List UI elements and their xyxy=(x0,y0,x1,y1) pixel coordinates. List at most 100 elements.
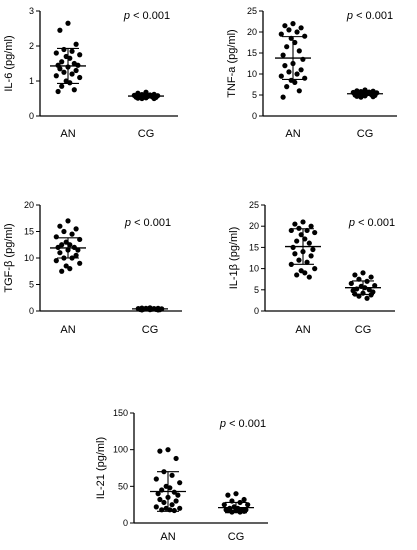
data-point xyxy=(61,69,67,75)
y-tick-label: 0 xyxy=(254,306,259,316)
data-point xyxy=(282,63,288,69)
data-point xyxy=(169,472,175,478)
data-point xyxy=(69,71,75,77)
data-point xyxy=(294,238,300,244)
data-point xyxy=(59,242,65,248)
data-point xyxy=(157,496,163,503)
series-cg xyxy=(347,87,383,100)
y-tick-label: 25 xyxy=(249,200,259,210)
data-point xyxy=(352,272,358,278)
data-point xyxy=(155,491,161,497)
data-point xyxy=(302,75,308,81)
data-point xyxy=(284,84,290,90)
data-point xyxy=(73,67,79,74)
category-label-cg: CG xyxy=(138,128,155,140)
data-point xyxy=(300,219,306,225)
data-point xyxy=(77,260,83,266)
p-symbol: p xyxy=(123,10,130,22)
data-point xyxy=(53,50,59,56)
data-point xyxy=(278,31,284,37)
data-point xyxy=(294,71,300,77)
data-point xyxy=(73,41,79,47)
data-point xyxy=(221,502,227,508)
data-point xyxy=(175,492,181,498)
p-value-annotation: p < 0.001 xyxy=(219,418,266,430)
y-tick-label: 20 xyxy=(247,27,257,37)
data-point xyxy=(284,44,290,50)
data-point xyxy=(77,74,83,81)
data-point xyxy=(278,73,284,79)
data-point xyxy=(225,492,231,498)
data-point xyxy=(75,62,81,68)
y-tick-label: 5 xyxy=(254,285,259,295)
data-point xyxy=(65,218,71,224)
y-tick-label: 100 xyxy=(113,445,128,455)
il21-panel: 0 50 100 150 IL-21 (pg/ml) AN CG p < 0.001 xyxy=(95,408,268,543)
data-point xyxy=(173,498,179,504)
data-point xyxy=(310,246,316,253)
y-tick-label: 20 xyxy=(249,221,259,231)
data-point xyxy=(57,223,63,229)
data-point xyxy=(169,502,175,508)
y-tick-label: 10 xyxy=(24,253,34,263)
y-tick-label: 20 xyxy=(24,200,34,210)
data-point xyxy=(370,94,376,100)
y-tick-label: 15 xyxy=(247,48,257,58)
series-an xyxy=(275,21,311,100)
data-point xyxy=(288,261,294,267)
data-point xyxy=(57,250,63,256)
data-point xyxy=(71,87,77,93)
data-point xyxy=(173,455,179,462)
data-point xyxy=(69,48,75,54)
data-point xyxy=(290,244,296,250)
series-cg xyxy=(345,270,381,301)
data-point xyxy=(225,507,231,514)
p-threshold: < 0.001 xyxy=(226,418,266,430)
p-value-annotation: p < 0.001 xyxy=(124,217,171,229)
p-value-annotation: p < 0.001 xyxy=(346,10,393,22)
y-tick-label: 10 xyxy=(247,69,257,79)
data-point xyxy=(55,88,61,95)
category-label-an: AN xyxy=(285,128,300,140)
data-point xyxy=(237,509,243,515)
data-point xyxy=(61,46,67,53)
y-axis-label: TNF-a (pg/ml) xyxy=(226,29,238,97)
data-point xyxy=(57,66,63,72)
data-point xyxy=(304,259,310,265)
tnfa-panel: 0 5 10 15 20 25 TNF-a (pg/ml) AN CG p < 0.001 xyxy=(226,6,397,140)
data-point xyxy=(153,504,159,510)
p-value-annotation: p < 0.001 xyxy=(123,10,170,22)
data-point xyxy=(57,27,63,33)
category-label-an: AN xyxy=(160,531,175,543)
data-point xyxy=(245,502,251,508)
data-point xyxy=(364,295,370,301)
data-point xyxy=(59,59,65,65)
y-tick-label: 3 xyxy=(29,6,34,16)
data-point xyxy=(348,280,354,287)
p-symbol: p xyxy=(219,418,226,430)
y-tick-label: 0 xyxy=(123,518,128,528)
category-label-an: AN xyxy=(60,324,75,336)
data-point xyxy=(298,25,304,31)
data-point xyxy=(61,228,67,235)
data-point xyxy=(177,480,183,486)
series-cg xyxy=(128,89,164,102)
y-tick-label: 15 xyxy=(24,227,34,237)
data-point xyxy=(67,266,73,272)
series-an xyxy=(285,219,321,280)
y-tick-label: 5 xyxy=(29,280,34,290)
series-cg xyxy=(218,491,254,515)
data-point xyxy=(161,499,167,506)
data-point xyxy=(77,52,83,58)
series-an xyxy=(50,20,86,95)
data-point xyxy=(308,253,314,259)
series-an xyxy=(150,447,186,514)
data-point xyxy=(157,448,163,454)
data-point xyxy=(296,48,302,54)
data-point xyxy=(312,229,318,236)
data-point xyxy=(368,274,374,280)
data-point xyxy=(292,79,298,85)
data-point xyxy=(360,270,366,276)
data-point xyxy=(286,27,292,33)
